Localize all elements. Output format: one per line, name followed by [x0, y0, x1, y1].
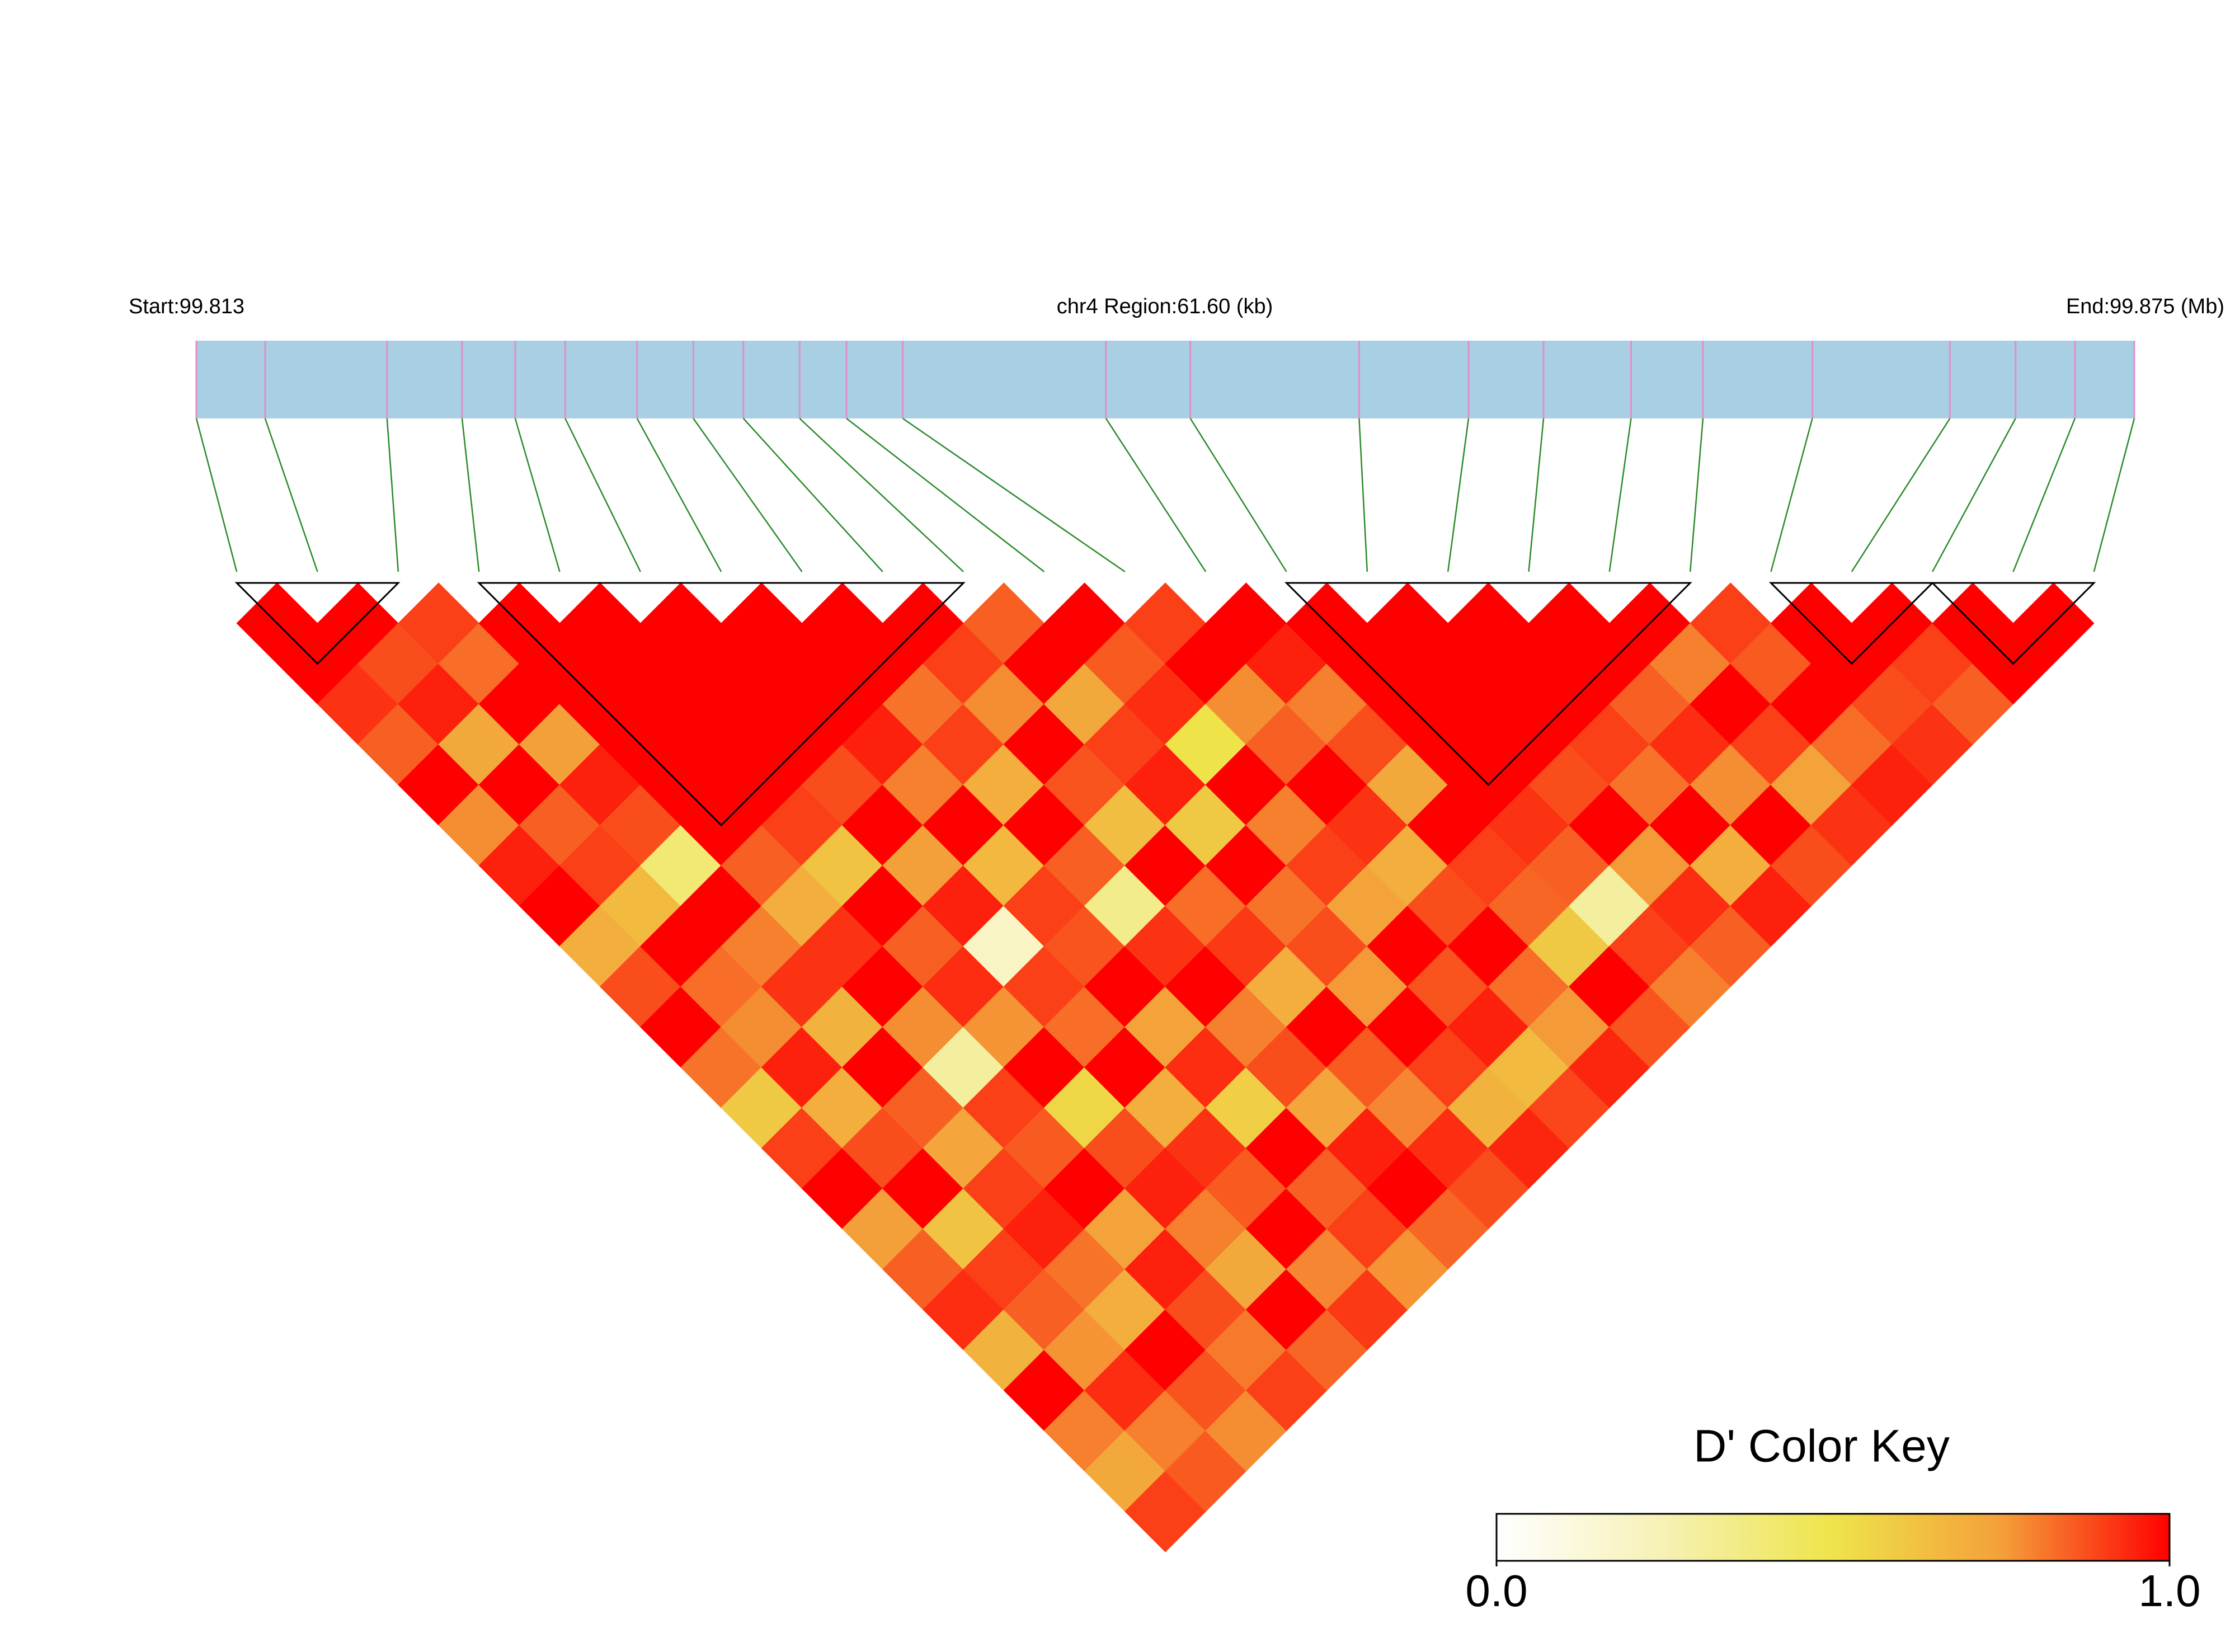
key-tick-label: 0.0: [1465, 1566, 1527, 1616]
snp-connector: [1770, 418, 1813, 572]
snp-connector: [564, 418, 641, 572]
snp-connector: [1528, 418, 1545, 572]
snp-connector: [1105, 418, 1207, 572]
snp-connector: [461, 418, 480, 572]
ld-block: [1930, 582, 2096, 665]
snp-connector: [1189, 418, 1287, 572]
snp-connector: [2093, 418, 2135, 572]
ld-block: [1284, 582, 1692, 786]
start-label: Start:99.813: [129, 295, 244, 318]
snp-connector: [2012, 418, 2076, 572]
key-tick-label: 1.0: [2138, 1566, 2200, 1616]
chromosome-bar: [196, 341, 2134, 418]
snp-connector: [1932, 418, 2016, 572]
snp-connector: [1851, 418, 1951, 572]
snp-connector: [195, 418, 238, 572]
snp-connector: [846, 418, 1045, 572]
snp-connector: [514, 418, 561, 572]
snp-connector: [1608, 418, 1632, 572]
region-label: chr4 Region:61.60 (kb): [1057, 295, 1273, 318]
snp-connector: [1358, 418, 1368, 572]
end-label: End:99.875 (Mb): [2066, 295, 2224, 318]
snp-connector: [636, 418, 722, 572]
ld-block: [234, 582, 401, 665]
snp-connector: [742, 418, 883, 572]
ld-block: [477, 582, 966, 827]
ld-block: [1768, 582, 1935, 665]
snp-connector: [799, 418, 964, 572]
key-title: D' Color Key: [1693, 1421, 1950, 1472]
snp-connector: [386, 418, 399, 572]
snp-connector: [902, 417, 1126, 573]
snp-connector: [693, 418, 803, 572]
snp-connector: [264, 418, 318, 572]
color-key: [1495, 1513, 2171, 1562]
snp-connector: [1689, 418, 1704, 572]
snp-connector: [1447, 418, 1470, 572]
